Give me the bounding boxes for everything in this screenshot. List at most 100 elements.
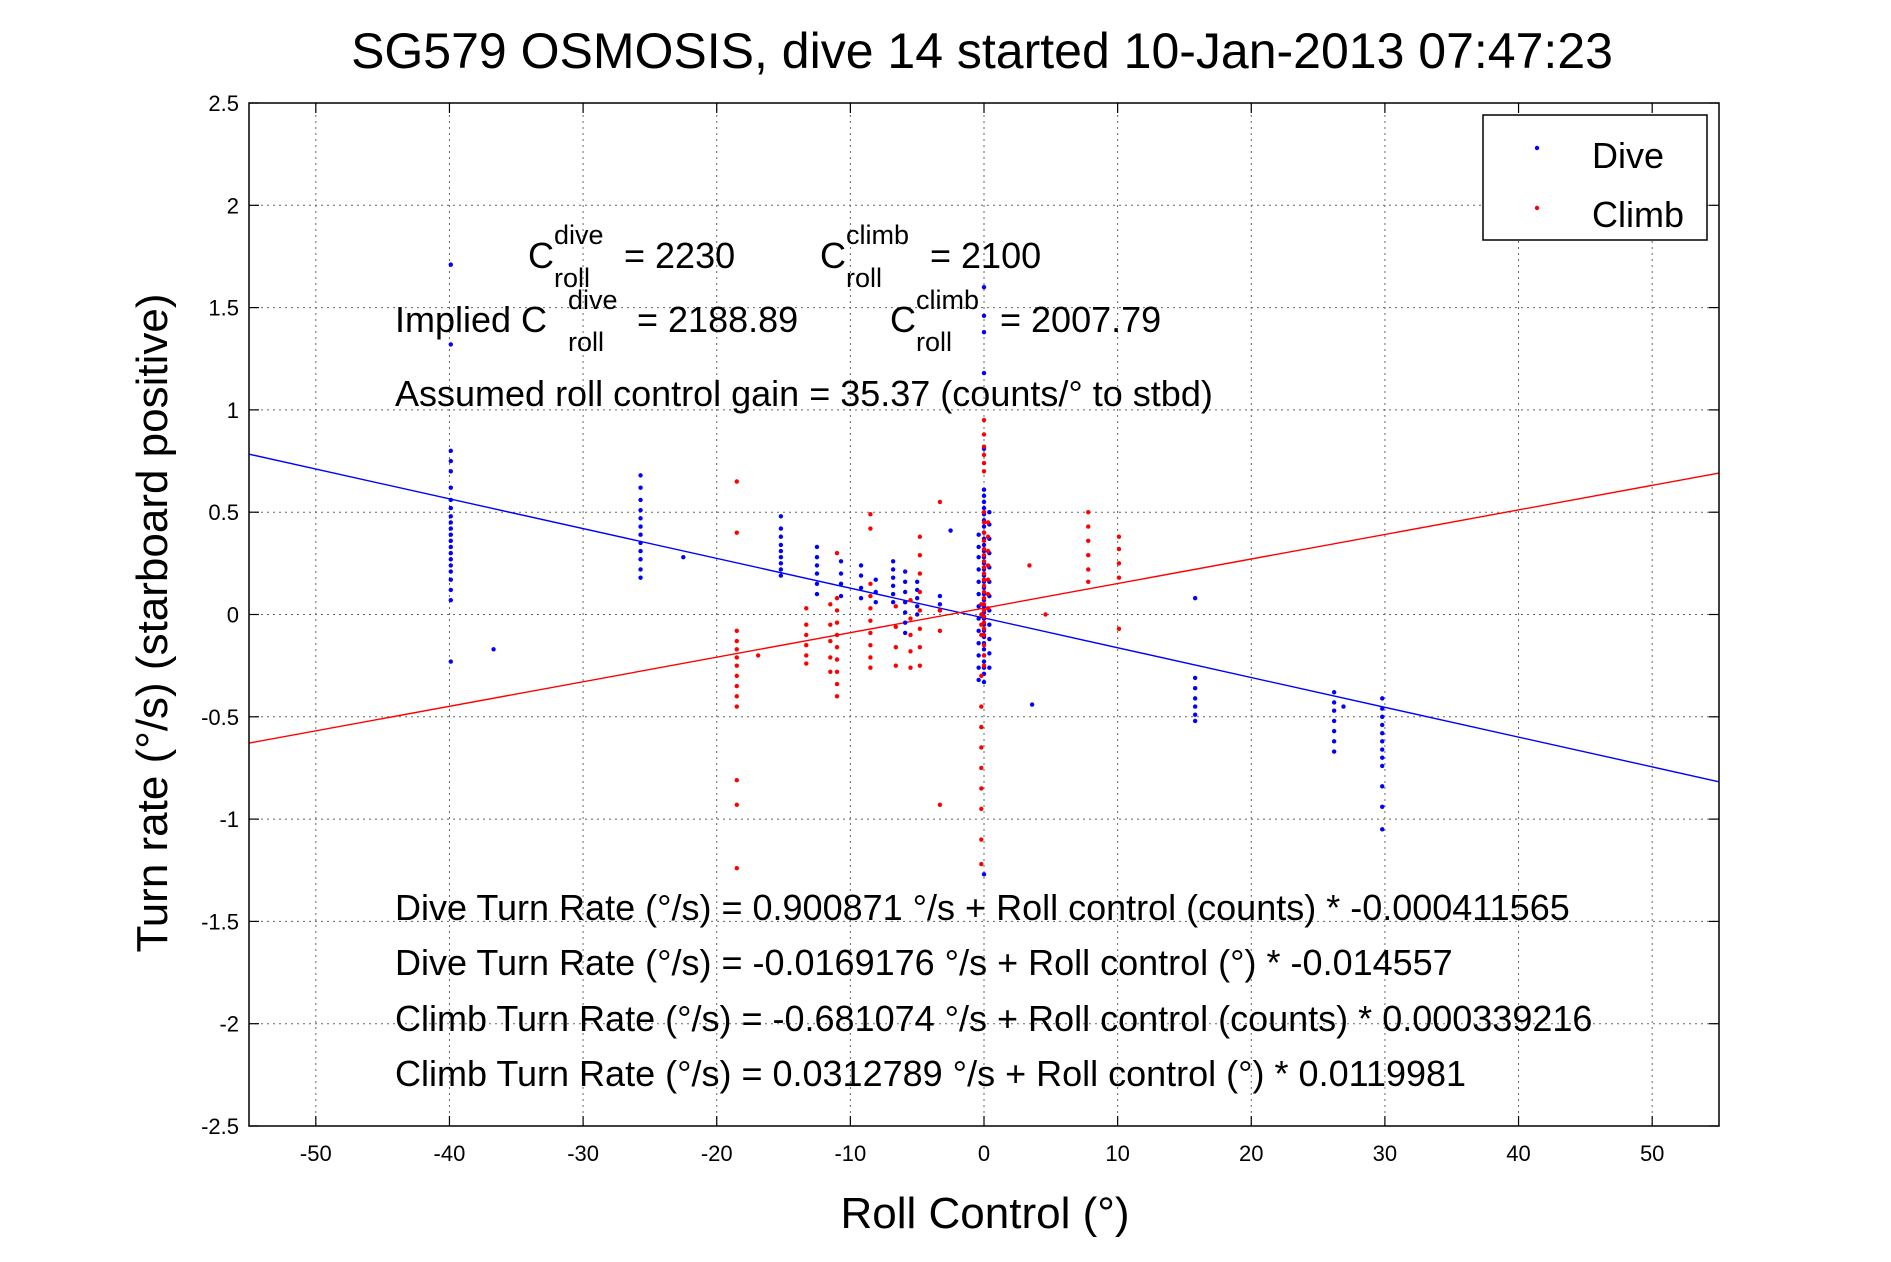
y-tick-label: 1.5 bbox=[208, 296, 239, 321]
data-point-climb bbox=[828, 622, 833, 627]
data-point-dive bbox=[976, 665, 981, 670]
data-point-dive bbox=[937, 602, 943, 607]
data-point-dive bbox=[981, 679, 987, 685]
data-point-dive bbox=[976, 555, 981, 560]
x-tick-label: 0 bbox=[978, 1141, 990, 1166]
legend-label-dive: Dive bbox=[1592, 135, 1664, 176]
data-point-climb bbox=[937, 499, 943, 505]
data-point-dive bbox=[1331, 708, 1337, 713]
data-point-dive bbox=[914, 579, 920, 584]
data-point-dive bbox=[778, 548, 784, 554]
y-tick-label: 1 bbox=[227, 398, 239, 423]
axis-ticks: -50 -40 -30 -20 -10 0 10 20 30 40 50-2.5-2-1.5-1-0… bbox=[201, 91, 1719, 1166]
data-point-climb bbox=[917, 571, 923, 576]
data-point-climb bbox=[985, 591, 991, 597]
data-point-climb bbox=[868, 606, 873, 611]
data-point-dive bbox=[448, 597, 453, 603]
data-point-climb bbox=[979, 837, 984, 842]
data-point-dive bbox=[873, 600, 878, 605]
data-point-dive bbox=[638, 548, 643, 554]
data-point-dive bbox=[1380, 755, 1385, 760]
data-point-climb bbox=[828, 669, 833, 674]
data-point-dive bbox=[448, 550, 453, 556]
data-point-dive bbox=[1341, 704, 1346, 709]
data-point-dive bbox=[638, 532, 643, 537]
data-point-dive bbox=[981, 542, 987, 548]
data-point-climb bbox=[917, 663, 923, 668]
data-point-climb bbox=[868, 655, 873, 660]
implied-c-roll-annotation: Implied C dive roll = 2188.89 C climb ro… bbox=[395, 285, 1161, 357]
data-point-dive bbox=[937, 593, 943, 599]
data-point-dive bbox=[448, 557, 453, 562]
implied-climb-sup: climb bbox=[916, 285, 979, 315]
data-point-climb bbox=[834, 595, 840, 601]
fit-equations: Dive Turn Rate (°/s) = 0.900871 °/s + Ro… bbox=[395, 887, 1592, 1094]
data-point-dive bbox=[987, 622, 992, 627]
data-point-dive bbox=[976, 653, 981, 658]
data-point-dive bbox=[976, 544, 981, 550]
data-point-climb bbox=[981, 452, 987, 458]
data-point-dive bbox=[1192, 675, 1198, 681]
data-point-climb bbox=[979, 724, 984, 730]
data-point-climb bbox=[981, 552, 987, 558]
data-point-dive bbox=[638, 507, 643, 513]
data-point-climb bbox=[755, 653, 761, 658]
data-point-climb bbox=[834, 669, 840, 674]
data-point-climb bbox=[981, 520, 987, 525]
data-point-dive bbox=[1380, 784, 1385, 789]
data-point-dive bbox=[914, 595, 920, 601]
data-point-dive bbox=[638, 557, 643, 562]
data-point-dive bbox=[778, 573, 784, 578]
data-point-climb bbox=[981, 589, 987, 595]
data-point-dive bbox=[638, 575, 643, 580]
y-tick-label: -2.5 bbox=[201, 1114, 239, 1139]
data-point-climb bbox=[979, 704, 984, 709]
data-point-climb bbox=[937, 608, 943, 613]
data-point-climb bbox=[981, 565, 987, 570]
data-point-dive bbox=[1331, 739, 1337, 744]
data-point-climb bbox=[981, 614, 987, 619]
data-point-dive bbox=[890, 583, 896, 589]
data-point-climb bbox=[868, 642, 873, 648]
y-tick-label: 0 bbox=[227, 603, 239, 628]
data-point-dive bbox=[902, 589, 908, 595]
data-point-climb bbox=[1116, 534, 1122, 539]
data-point-dive bbox=[778, 561, 784, 566]
data-point-dive bbox=[902, 620, 908, 625]
data-point-dive bbox=[873, 577, 878, 582]
data-point-climb bbox=[981, 620, 987, 625]
data-point-climb bbox=[893, 624, 898, 629]
data-point-climb bbox=[868, 526, 873, 531]
data-point-dive bbox=[838, 571, 844, 576]
data-point-climb bbox=[834, 608, 840, 613]
data-point-climb bbox=[834, 620, 840, 625]
data-point-climb bbox=[981, 571, 987, 576]
data-point-dive bbox=[1331, 749, 1337, 754]
data-point-dive bbox=[814, 555, 820, 560]
c-roll-climb-sub: roll bbox=[846, 263, 882, 293]
c-roll-climb-value: = 2100 bbox=[930, 235, 1041, 276]
x-tick-label: -10 bbox=[834, 1141, 866, 1166]
data-point-climb bbox=[834, 632, 840, 638]
data-point-climb bbox=[917, 626, 923, 632]
data-point-dive bbox=[987, 651, 992, 656]
data-point-dive bbox=[814, 591, 820, 597]
data-point-dive bbox=[448, 587, 453, 593]
data-point-dive bbox=[902, 569, 908, 574]
data-point-climb bbox=[828, 602, 833, 607]
c-roll-dive-value: = 2230 bbox=[624, 235, 735, 276]
y-axis-label: Turn rate (°/s) (starboard positive) bbox=[128, 293, 177, 952]
data-point-climb bbox=[979, 786, 984, 791]
data-point-climb bbox=[828, 655, 833, 660]
data-point-dive bbox=[448, 497, 453, 503]
data-point-dive bbox=[778, 526, 784, 531]
data-point-dive bbox=[448, 544, 453, 550]
data-point-dive bbox=[914, 612, 920, 617]
data-point-climb bbox=[1086, 552, 1091, 558]
data-point-climb bbox=[868, 630, 873, 636]
x-tick-label: -20 bbox=[701, 1141, 733, 1166]
data-point-climb bbox=[1027, 563, 1032, 568]
data-point-climb bbox=[937, 802, 943, 807]
series-climb bbox=[734, 417, 1122, 871]
